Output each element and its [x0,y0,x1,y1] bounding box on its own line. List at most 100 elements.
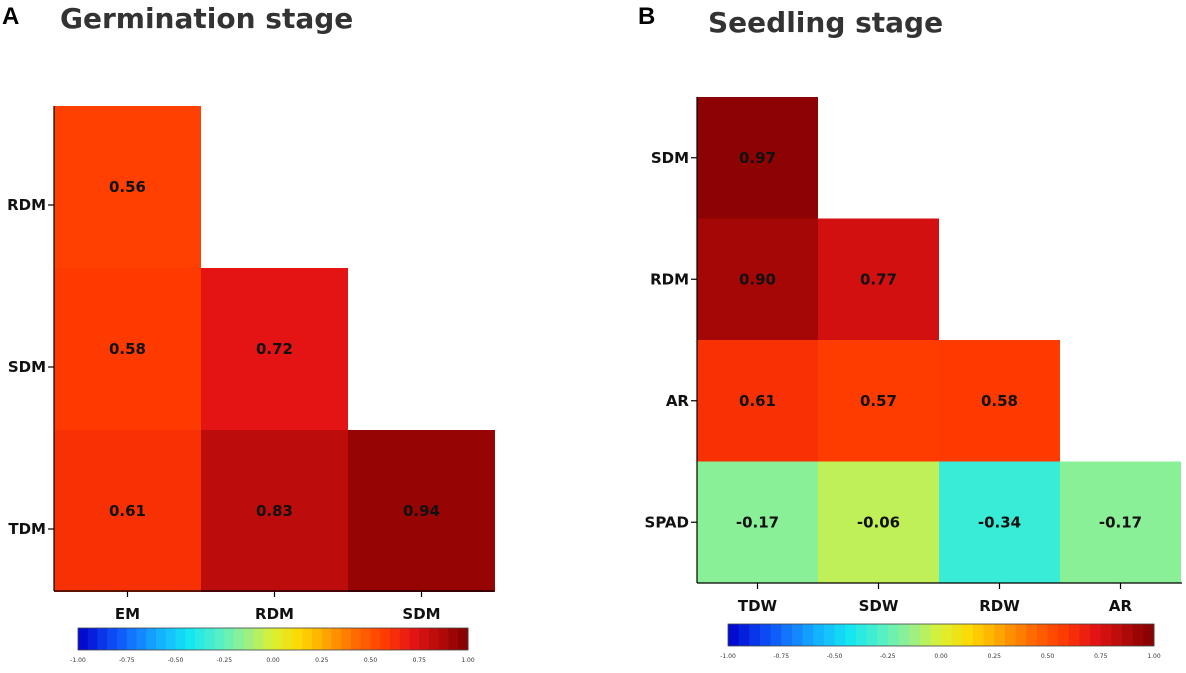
panel-a-cell-tdm-rdm [201,430,348,592]
panel-a-colorbar-swatch [107,628,118,650]
panel-b-cell-spad-ar [1060,461,1181,583]
panel-b-colorbar-swatch [770,624,782,646]
panel-b-xtick-label: RDW [979,597,1020,615]
panel-a-colorbar-tick-label: -1.00 [70,657,86,664]
panel-a-colorbar-swatch [243,628,254,650]
panel-b-colorbar-swatch [972,624,985,646]
panel-b-ytick-label: SDM [651,149,689,167]
panel-b-cell-label: 0.61 [739,392,776,410]
panel-a-cell-label: 0.58 [109,340,146,358]
panel-b-colorbar-tick-label: 0.25 [988,653,1002,660]
panel-b-colorbar-swatch [1047,624,1059,646]
panel-b-colorbar-swatch [823,624,835,646]
panel-b-colorbar-tick-label: -0.25 [880,653,896,660]
panel-b-ytick-label: AR [666,392,690,410]
panel-b-colorbar-swatch [898,624,910,646]
panel-a-colorbar-swatch [234,628,245,650]
panel-b-colorbar-swatch [994,624,1006,646]
panel-b-cell-label: 0.90 [739,270,776,288]
panel-a-cell-label: 0.83 [256,502,293,520]
panel-b-cell-label: -0.06 [857,513,900,531]
panel-b-colorbar-swatch [791,624,804,646]
panel-a-colorbar: -1.00 -0.75 -0.50 -0.25 0.00 0.25 0.50 0.75 1.00 [70,627,475,664]
panel-b-cell-spad-sdw [818,461,939,583]
panel-a-colorbar-swatch [370,628,381,650]
panel-a-colorbar-swatch [419,628,430,650]
panel-b-cell-label: 0.58 [981,392,1018,410]
panel-b-cell-ar-sdw [818,340,939,462]
panel-a-colorbar-swatch [458,628,469,650]
panel-a-colorbar-swatch [224,628,235,650]
panel-b-ticks: SDM RDM AR SPAD TDW SDW RDW AR [645,149,1133,615]
panel-b-colorbar-tick-label: 0.00 [934,653,948,660]
panel-b-colorbar-swatch [845,624,857,646]
panel-b-cell-sdm-tdw [697,97,818,219]
panel-b-colorbar-tick-label: 0.75 [1094,653,1108,660]
panel-b-xtick-label: TDW [738,597,778,615]
panel-b-colorbar-swatch [728,624,740,646]
panel-a-colorbar-swatch [312,628,323,650]
panel-a-colorbar-swatch [214,628,225,650]
panel-b-colorbar-tick-label: -0.50 [827,653,843,660]
panel-a-cell-sdm-rdm [201,268,348,430]
panel-b-ytick-label: RDM [650,270,689,288]
panel-a-colorbar-swatch [380,628,391,650]
panel-a-colorbar-swatch [136,628,147,650]
panel-b-cell-label: -0.17 [1099,513,1142,531]
panel-b-colorbar-swatch [1122,624,1134,646]
panel-b-colorbar-swatch [738,624,750,646]
panel-a-colorbar-swatch [409,628,420,650]
panel-a-colorbar-swatch [117,628,128,650]
panel-a-cell-tdm-sdm [348,430,495,592]
panel-b-colorbar-swatch [951,624,963,646]
panel-b-colorbar-swatch [941,624,953,646]
panel-a-cell-sdm-em [54,268,201,430]
panel-a-heatmap: 0.56 0.58 0.72 0.61 0.83 0.94 [54,106,495,592]
panel-a-colorbar-swatch [263,628,274,650]
panel-b-colorbar-tick-label: 1.00 [1147,653,1161,660]
panel-a-cell-tdm-em [54,430,201,592]
panel-b-cell-ar-rdw [939,340,1060,462]
panel-b-letter: B [638,3,655,30]
panel-a-colorbar-swatch [438,628,449,650]
panel-a-letter: A [2,3,19,30]
panel-b-colorbar-swatch [1036,624,1048,646]
panel-a-colorbar-swatch [78,628,89,650]
panel-b-colorbar-swatch [1143,624,1155,646]
panel-b-colorbar-swatch [855,624,867,646]
panel-a-ytick-label: SDM [8,358,46,376]
panel-b-colorbar-swatch [919,624,931,646]
panel-a-cell-label: 0.72 [256,340,293,358]
panel-a-cell-label: 0.94 [403,502,440,520]
panel-b-cell-rdm-sdw [818,218,939,340]
panel-b-colorbar-swatch [781,624,793,646]
panel-a-colorbar-swatch [273,628,284,650]
panel-b-colorbar-swatch [1026,624,1038,646]
panel-b: B Seedling stage 0.97 0.90 0.77 0.61 0.57 0.5… [638,3,1182,660]
panel-b-xtick-label: AR [1109,597,1133,615]
panel-b-colorbar-swatch [1100,624,1112,646]
panel-b-cell-rdm-tdw [697,218,818,340]
panel-a-colorbar-tick-label: -0.75 [119,657,135,664]
panel-a-colorbar-tick-label: 0.75 [413,657,427,664]
panel-b-colorbar-tick-label: 0.50 [1041,653,1055,660]
panel-a-colorbar-swatch [321,628,332,650]
panel-b-colorbar: -1.00 -0.75 -0.50 -0.25 0.00 0.25 0.50 0.75 1.00 [720,623,1161,660]
panel-a-colorbar-swatch [448,628,459,650]
panel-a-colorbar-tick-label: 0.25 [315,657,329,664]
panel-b-colorbar-swatch [834,624,846,646]
panel-a-colorbar-swatch [292,628,303,650]
panel-a-ticks: RDM SDM TDM EM RDM SDM [7,196,441,623]
panel-a-colorbar-swatch [341,628,352,650]
panel-b-xtick-label: SDW [859,597,899,615]
panel-a-colorbar-tick-label: 0.50 [364,657,378,664]
panel-a-colorbar-swatch [185,628,196,650]
panel-b-colorbar-swatch [1068,624,1080,646]
panel-b-colorbar-tick-label: -1.00 [720,653,736,660]
panel-a-colorbar-swatch [282,628,293,650]
panel-b-colorbar-swatch [813,624,825,646]
panel-a-cell-label: 0.61 [109,502,146,520]
panel-b-colorbar-swatch [887,624,899,646]
panel-a-colorbar-swatch [429,628,440,650]
